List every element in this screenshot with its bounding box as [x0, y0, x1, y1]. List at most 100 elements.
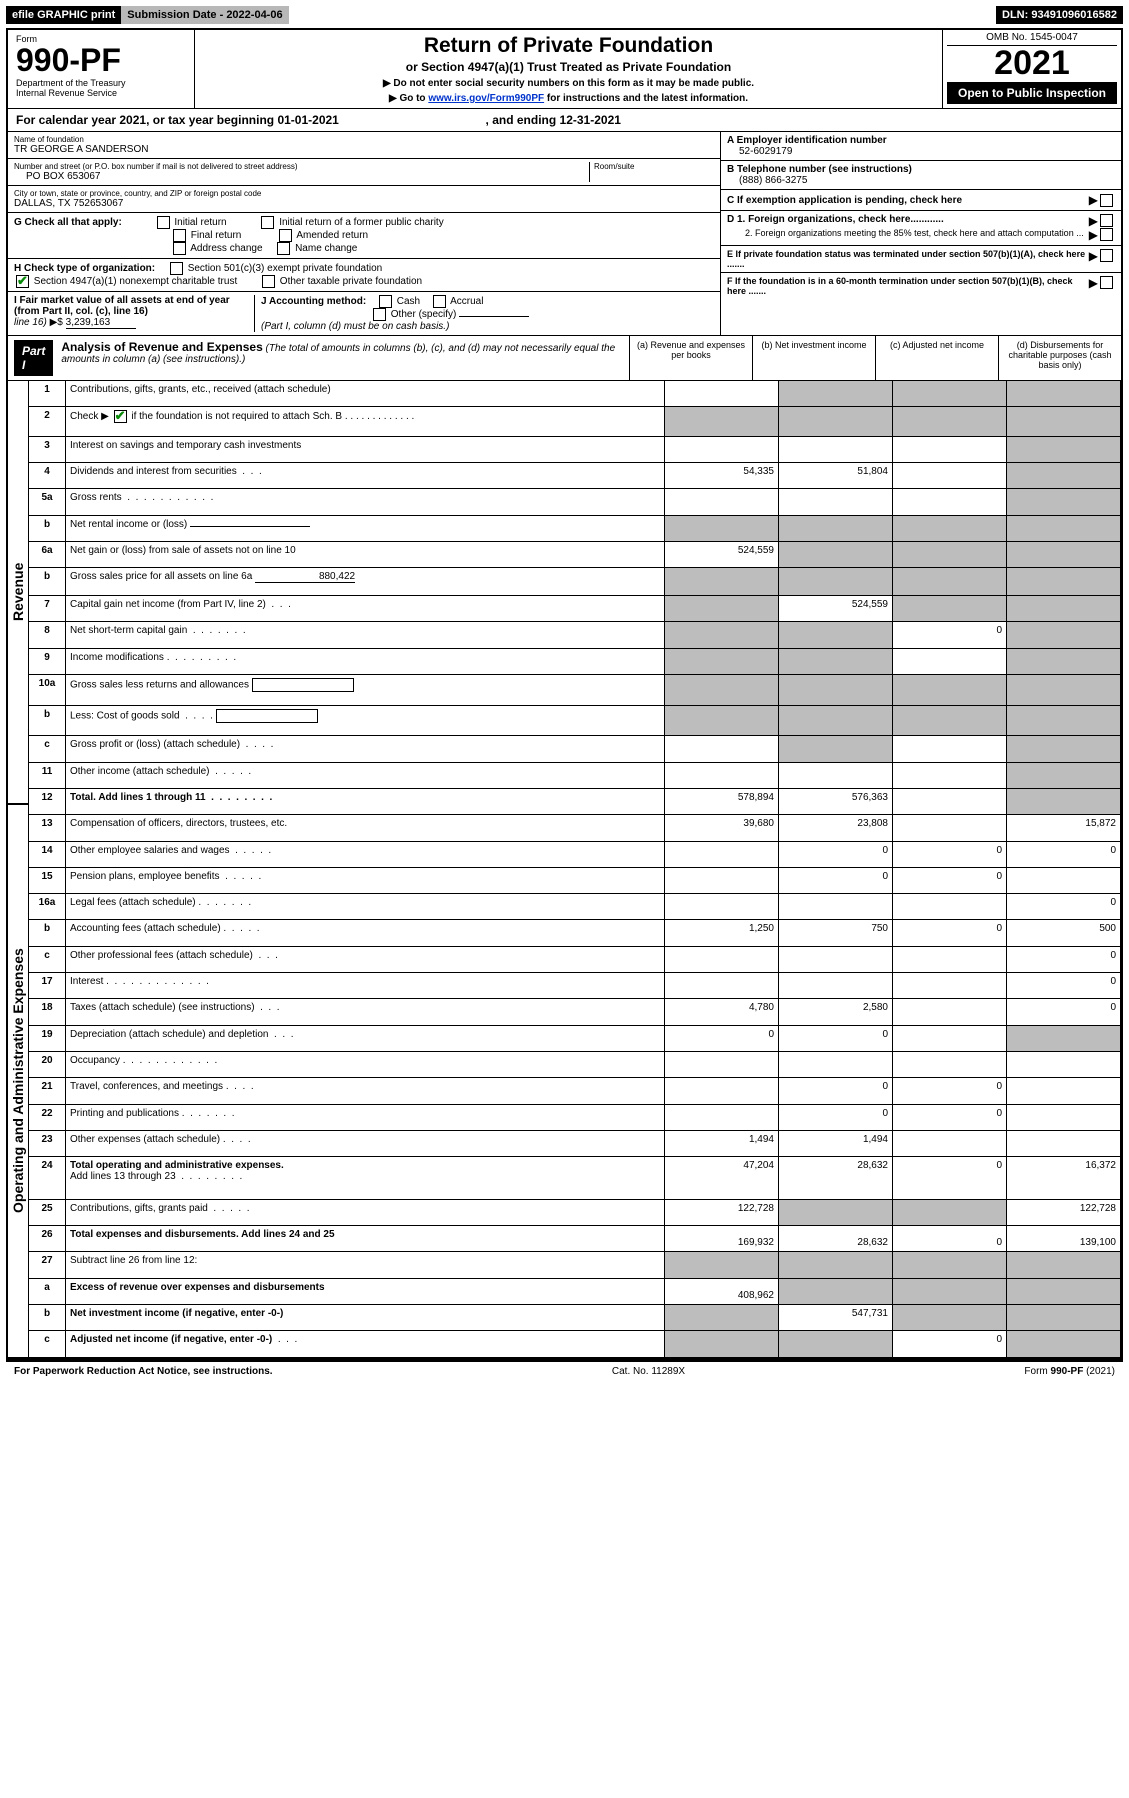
tax-year: 2021: [947, 46, 1117, 80]
table-row: 23Other expenses (attach schedule) . . .…: [29, 1130, 1121, 1156]
room-label: Room/suite: [594, 162, 714, 171]
form-subtitle: or Section 4947(a)(1) Trust Treated as P…: [203, 60, 934, 74]
table-row: 13Compensation of officers, directors, t…: [29, 815, 1121, 841]
name-label: Name of foundation: [14, 135, 714, 144]
col-d-head: (d) Disbursements for charitable purpose…: [998, 336, 1121, 380]
analysis-table: 1Contributions, gifts, grants, etc., rec…: [29, 380, 1121, 1358]
checkbox-cash[interactable]: [379, 295, 392, 308]
i-label: I Fair market value of all assets at end…: [14, 295, 230, 317]
checkbox-other-taxable[interactable]: [262, 275, 275, 288]
table-row: cAdjusted net income (if negative, enter…: [29, 1331, 1121, 1358]
table-row: 3Interest on savings and temporary cash …: [29, 436, 1121, 462]
c-label: C If exemption application is pending, c…: [727, 195, 1089, 206]
table-row: aExcess of revenue over expenses and dis…: [29, 1278, 1121, 1304]
checkbox-d2[interactable]: [1100, 228, 1113, 241]
footer-right: Form 990-PF (2021): [1024, 1366, 1115, 1377]
checkbox-initial-former[interactable]: [261, 216, 274, 229]
city-label: City or town, state or province, country…: [14, 189, 714, 198]
table-row: 25Contributions, gifts, grants paid . . …: [29, 1199, 1121, 1225]
checkbox-4947a1[interactable]: [16, 275, 29, 288]
table-row: 14Other employee salaries and wages . . …: [29, 841, 1121, 867]
dept: Department of the Treasury Internal Reve…: [16, 78, 186, 98]
table-row: 12Total. Add lines 1 through 11 . . . . …: [29, 788, 1121, 814]
open-to-public: Open to Public Inspection: [947, 82, 1117, 104]
col-c-head: (c) Adjusted net income: [875, 336, 998, 380]
footer-left: For Paperwork Reduction Act Notice, see …: [14, 1366, 273, 1377]
checkbox-name-change[interactable]: [277, 242, 290, 255]
submission-date: Submission Date - 2022-04-06: [121, 6, 288, 24]
addr-label: Number and street (or P.O. box number if…: [14, 162, 589, 171]
f-label: F If the foundation is in a 60-month ter…: [727, 276, 1089, 296]
dln: DLN: 93491096016582: [996, 6, 1123, 24]
table-row: bNet rental income or (loss): [29, 515, 1121, 541]
table-row: 4Dividends and interest from securities …: [29, 462, 1121, 488]
table-row: 24Total operating and administrative exp…: [29, 1157, 1121, 1199]
checkbox-sch-b[interactable]: [114, 410, 127, 423]
part1-title: Analysis of Revenue and Expenses: [61, 340, 262, 354]
instructions-link[interactable]: www.irs.gov/Form990PF: [428, 93, 544, 104]
table-row: 18Taxes (attach schedule) (see instructi…: [29, 999, 1121, 1025]
table-row: 20Occupancy . . . . . . . . . . . .: [29, 1052, 1121, 1078]
top-bar: efile GRAPHIC print Submission Date - 20…: [6, 4, 1123, 26]
col-a-head: (a) Revenue and expenses per books: [629, 336, 752, 380]
e-label: E If private foundation status was termi…: [727, 249, 1089, 269]
address: PO BOX 653067: [14, 171, 589, 182]
checkbox-amended[interactable]: [279, 229, 292, 242]
part1-tab: Part I: [14, 340, 53, 376]
col-b-head: (b) Net investment income: [752, 336, 875, 380]
g-label: G Check all that apply:: [14, 217, 122, 228]
checkbox-address-change[interactable]: [173, 242, 186, 255]
table-row: 22Printing and publications . . . . . . …: [29, 1104, 1121, 1130]
efile-link[interactable]: efile GRAPHIC print: [6, 6, 121, 24]
fmv-value: 3,239,163: [66, 317, 136, 329]
instruction-1: ▶ Do not enter social security numbers o…: [203, 78, 934, 89]
table-row: 21Travel, conferences, and meetings . . …: [29, 1078, 1121, 1104]
revenue-vlabel: Revenue: [8, 380, 29, 804]
form-title: Return of Private Foundation: [203, 34, 934, 58]
j-label: J Accounting method:: [261, 296, 366, 307]
checkbox-c[interactable]: [1100, 194, 1113, 207]
table-row: 1Contributions, gifts, grants, etc., rec…: [29, 381, 1121, 407]
d1-label: D 1. Foreign organizations, check here..…: [727, 214, 1089, 228]
table-row: 26Total expenses and disbursements. Add …: [29, 1225, 1121, 1251]
table-row: 2Check ▶ if the foundation is not requir…: [29, 407, 1121, 436]
form-number: 990-PF: [16, 44, 186, 76]
foundation-name: TR GEORGE A SANDERSON: [14, 144, 714, 155]
checkbox-f[interactable]: [1100, 276, 1113, 289]
ein-label: A Employer identification number: [727, 135, 1115, 146]
instruction-2: ▶ Go to www.irs.gov/Form990PF for instru…: [203, 93, 934, 104]
table-row: bLess: Cost of goods sold . . . .: [29, 705, 1121, 736]
city-state-zip: DALLAS, TX 752653067: [14, 198, 714, 209]
table-row: cGross profit or (loss) (attach schedule…: [29, 736, 1121, 762]
ein-value: 52-6029179: [727, 146, 1115, 157]
table-row: 19Depreciation (attach schedule) and dep…: [29, 1025, 1121, 1051]
checkbox-initial-return[interactable]: [157, 216, 170, 229]
table-row: 7Capital gain net income (from Part IV, …: [29, 595, 1121, 621]
footer-mid: Cat. No. 11289X: [612, 1366, 685, 1377]
table-row: 16aLegal fees (attach schedule) . . . . …: [29, 894, 1121, 920]
table-row: 11Other income (attach schedule) . . . .…: [29, 762, 1121, 788]
table-row: 5aGross rents . . . . . . . . . . .: [29, 489, 1121, 515]
table-row: bNet investment income (if negative, ent…: [29, 1304, 1121, 1330]
table-row: 10aGross sales less returns and allowanc…: [29, 674, 1121, 705]
table-row: 6aNet gain or (loss) from sale of assets…: [29, 541, 1121, 567]
checkbox-accrual[interactable]: [433, 295, 446, 308]
table-row: 27Subtract line 26 from line 12:: [29, 1252, 1121, 1278]
table-row: cOther professional fees (attach schedul…: [29, 946, 1121, 972]
j-note: (Part I, column (d) must be on cash basi…: [261, 321, 449, 332]
checkbox-d1[interactable]: [1100, 214, 1113, 227]
checkbox-501c3[interactable]: [170, 262, 183, 275]
table-row: bAccounting fees (attach schedule) . . .…: [29, 920, 1121, 946]
checkbox-e[interactable]: [1100, 249, 1113, 262]
table-row: 9Income modifications . . . . . . . . .: [29, 648, 1121, 674]
table-row: bGross sales price for all assets on lin…: [29, 568, 1121, 596]
period-row: For calendar year 2021, or tax year begi…: [8, 108, 1121, 131]
phone-label: B Telephone number (see instructions): [727, 164, 1115, 175]
checkbox-final-return[interactable]: [173, 229, 186, 242]
table-row: 15Pension plans, employee benefits . . .…: [29, 867, 1121, 893]
checkbox-other-method[interactable]: [373, 308, 386, 321]
expenses-vlabel: Operating and Administrative Expenses: [8, 804, 29, 1358]
table-row: 8Net short-term capital gain . . . . . .…: [29, 622, 1121, 648]
table-row: 17Interest . . . . . . . . . . . . .0: [29, 973, 1121, 999]
d2-label: 2. Foreign organizations meeting the 85%…: [727, 228, 1089, 242]
